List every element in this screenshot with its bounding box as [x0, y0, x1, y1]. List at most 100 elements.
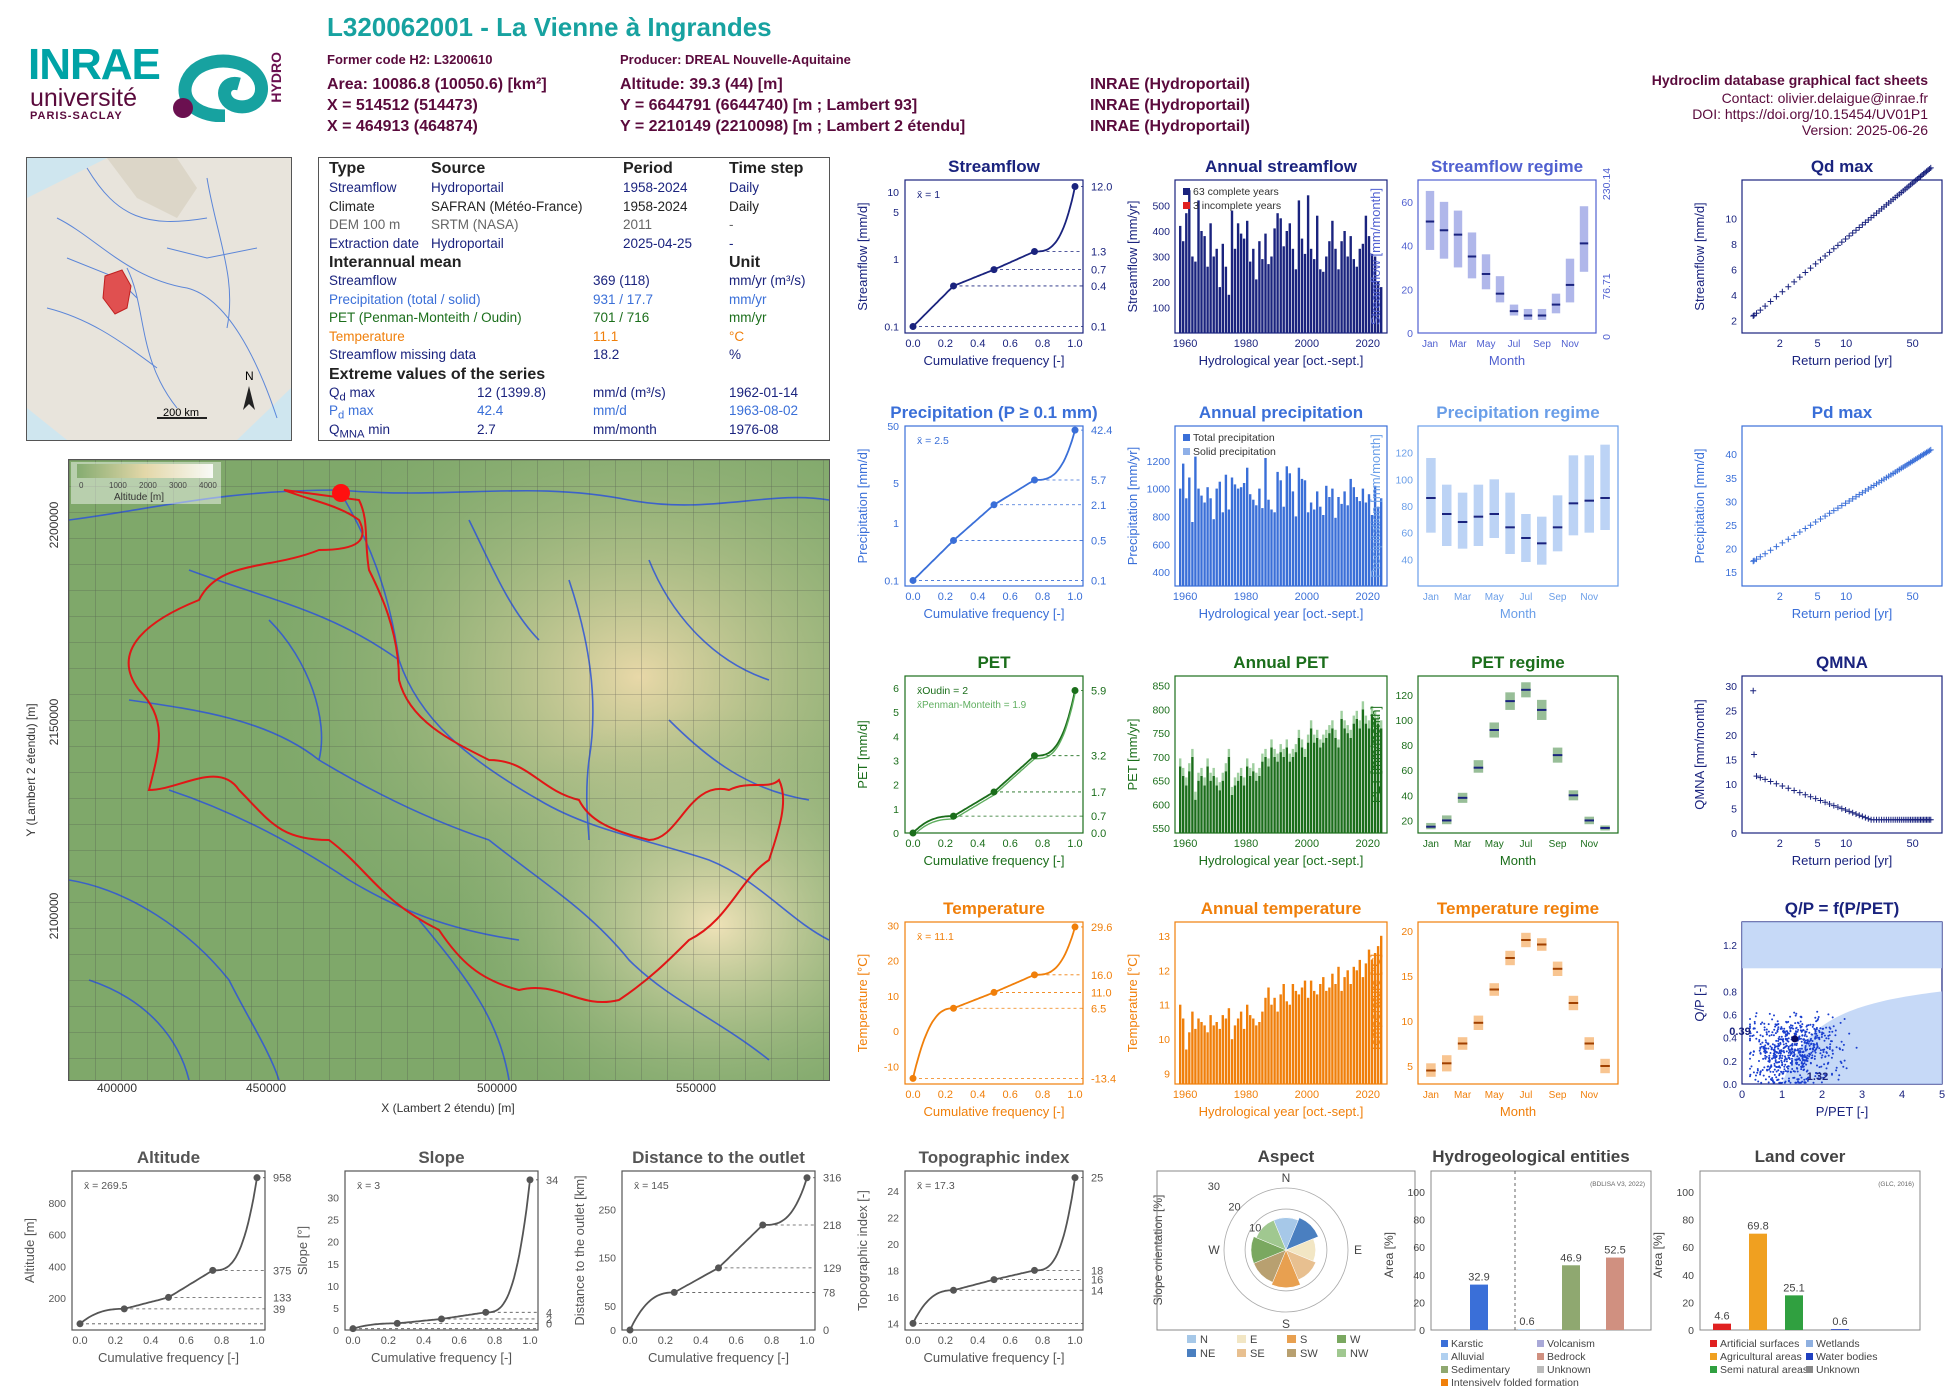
x-tick: 0.6: [1003, 338, 1018, 350]
annual-bar: [1267, 766, 1270, 833]
daily-point: [1791, 1024, 1794, 1027]
annual-bar: [1261, 508, 1264, 586]
y-tick: 40: [1682, 1270, 1694, 1282]
annual-bar: [1239, 487, 1243, 586]
annual-bar-penman: [1349, 729, 1352, 738]
x-axis-label: Return period [yr]: [1792, 353, 1892, 368]
annual-bar-penman: [1325, 729, 1328, 738]
annual-bar: [1361, 709, 1365, 833]
y-tick: 0: [1407, 328, 1413, 340]
daily-point: [1818, 1066, 1821, 1069]
annual-bar: [1242, 1028, 1246, 1084]
cdf-line: [629, 1177, 808, 1331]
doi-link[interactable]: DOI: https://doi.org/10.15454/UV01P1: [1692, 106, 1928, 122]
legend-swatch: [1441, 1340, 1448, 1347]
daily-point: [1818, 1036, 1821, 1039]
source-row-cell: -: [729, 235, 734, 251]
contact-link[interactable]: Contact: olivier.delaigue@inrae.fr: [1721, 90, 1928, 106]
y-tick: 1: [893, 254, 899, 266]
y-tick: 4: [1731, 290, 1737, 302]
annual-bar: [1361, 488, 1365, 586]
legend-swatch: [1287, 1335, 1296, 1343]
annual-bar: [1230, 477, 1234, 586]
y-axis-label: Topographic index [-]: [855, 1190, 870, 1311]
return-period-point: [1853, 811, 1860, 818]
x-tick: 1.0: [1067, 838, 1082, 850]
station-marker[interactable]: [332, 484, 350, 502]
daily-point: [1827, 1054, 1830, 1057]
x-axis-label: Return period [yr]: [1792, 853, 1892, 868]
x-tick: 10: [1840, 591, 1852, 603]
return-period-point: [1834, 242, 1841, 249]
annual-bar: [1218, 790, 1221, 833]
daily-point: [1782, 1072, 1785, 1075]
plot-frame: [1699, 1170, 1921, 1331]
chart-title: Qd max: [1811, 157, 1874, 176]
return-period-point: [1802, 791, 1809, 798]
legend-label: E: [1250, 1334, 1257, 1346]
x-coord-l2: X = 464913 (464874): [327, 118, 478, 135]
daily-point: [1764, 1052, 1767, 1054]
x-axis-label: Hydrological year [oct.-sept.]: [1199, 353, 1364, 368]
map-y-tick: 2100000: [47, 892, 61, 939]
annual-bar: [1221, 1015, 1224, 1084]
regime-box: [1489, 479, 1499, 538]
x-tick: Jan: [1423, 839, 1439, 850]
annual-bar-penman: [1343, 720, 1346, 729]
annual-bar: [1236, 1018, 1240, 1084]
y-tick: 0: [333, 1325, 339, 1337]
annual-bar: [1367, 949, 1371, 1084]
daily-point: [1818, 1071, 1821, 1074]
annual-bar-penman: [1203, 777, 1206, 786]
daily-point: [1771, 1077, 1774, 1079]
quantile-label: 16: [1091, 1275, 1103, 1287]
chart-title: PET regime: [1471, 653, 1565, 672]
mean-label: PET (Penman-Monteith / Oudin): [329, 310, 522, 325]
daily-point: [1794, 1030, 1797, 1033]
annual-bar: [1264, 756, 1267, 833]
quantile-label: 0: [546, 1318, 552, 1330]
daily-point: [1784, 1063, 1787, 1066]
annual-bar: [1197, 200, 1200, 333]
annual-bar: [1340, 990, 1343, 1084]
annual-bar: [1306, 195, 1310, 333]
x-tick: 5: [1939, 1089, 1945, 1101]
chart-title: Annual PET: [1233, 653, 1329, 672]
annual-bar: [1376, 506, 1380, 586]
y-tick: 60: [1401, 765, 1413, 777]
daily-point: [1815, 1032, 1818, 1035]
y-tick: 2: [1731, 315, 1737, 327]
daily-point: [1782, 1038, 1785, 1041]
return-period-point: [1807, 265, 1814, 272]
daily-point: [1756, 1068, 1759, 1070]
annual-bar-penman: [1182, 767, 1185, 776]
pet_regime-chart: PET regime Month PET [mm/month] 20 40 60 80 100…: [1368, 653, 1619, 868]
return-period-point: [1757, 553, 1764, 560]
annual-bar-penman: [1197, 772, 1200, 781]
daily-point: [1828, 1048, 1831, 1050]
daily-point: [1783, 1068, 1786, 1071]
plot-frame: [621, 1170, 816, 1331]
source-3: INRAE (Hydroportail): [1090, 118, 1250, 135]
legend-label: S: [1300, 1334, 1307, 1346]
x-tick: Mar: [1454, 839, 1472, 850]
mean-label: x̄ = 1: [917, 189, 940, 201]
daily-point: [1815, 1047, 1818, 1050]
annual-bar: [1340, 503, 1343, 586]
quantile-label: 16.0: [1091, 970, 1112, 982]
daily-point: [1760, 1045, 1763, 1048]
annual-bar: [1349, 984, 1352, 1084]
annual-bar: [1273, 997, 1276, 1084]
source-row-cell: Daily: [729, 180, 760, 195]
daily-point: [1813, 1055, 1816, 1058]
annual-bar-penman: [1242, 777, 1246, 786]
return-period-point: [1830, 507, 1837, 514]
y-axis-label: QMNA [mm/month]: [1692, 699, 1707, 810]
daily-point: [1791, 1050, 1794, 1053]
x-tick: 10: [1840, 338, 1852, 350]
return-period-point: [1767, 298, 1774, 305]
bar-label: 0.6: [1832, 1316, 1847, 1328]
annual-bar: [1182, 1018, 1185, 1084]
mean-value: 369 (118): [593, 273, 650, 288]
annual-bar: [1328, 733, 1331, 833]
